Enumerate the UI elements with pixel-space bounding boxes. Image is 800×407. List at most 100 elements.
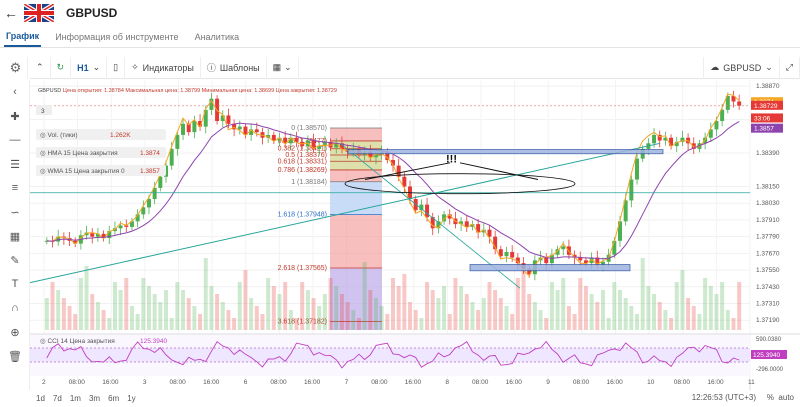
range-6m[interactable]: 6m xyxy=(108,394,120,403)
magnet-icon[interactable]: ∩ xyxy=(11,302,19,314)
candle-body xyxy=(561,246,566,250)
pattern-icon[interactable]: ∽ xyxy=(10,206,20,219)
layout-button[interactable]: ▦ ⌄ xyxy=(267,56,299,79)
range-3m[interactable]: 3m xyxy=(88,394,101,403)
volume-bar xyxy=(453,278,458,330)
arrow-left-icon[interactable]: ← xyxy=(4,5,18,21)
chart-type-button[interactable]: ▯ xyxy=(107,56,126,79)
volume-bar xyxy=(549,282,554,330)
time-tick: 7 xyxy=(345,379,349,386)
candle-body xyxy=(135,214,140,222)
trash-icon[interactable]: 🗑 xyxy=(8,350,22,363)
volume-bar xyxy=(135,314,140,330)
volume-bar xyxy=(408,302,413,330)
range-1y[interactable]: 1y xyxy=(127,394,136,403)
price-tag: 1.3857 xyxy=(754,126,774,133)
channel-icon[interactable]: ☰ xyxy=(10,158,20,171)
volume-bar xyxy=(425,282,430,330)
candle-body xyxy=(339,143,344,149)
candle-body xyxy=(391,160,395,166)
candle-body xyxy=(487,229,492,237)
volume-bar xyxy=(623,298,628,330)
candle-body xyxy=(226,115,231,124)
volume-bar xyxy=(186,298,191,330)
brush-icon[interactable]: ✎ xyxy=(10,254,20,267)
volume-bar xyxy=(391,278,395,330)
tab-chart[interactable]: График xyxy=(4,27,42,47)
fib-level-label: 1 (1.38184) xyxy=(291,179,327,186)
candle-body xyxy=(294,137,299,142)
volume-bar xyxy=(232,318,237,330)
candle-body xyxy=(84,232,89,236)
volume-bar xyxy=(152,294,157,330)
volume-bar xyxy=(555,290,560,330)
price-chart[interactable]: 1.388701.386301.383901.381501.380301.379… xyxy=(30,80,800,390)
volume-bar xyxy=(618,290,622,330)
time-tick: 08:00 xyxy=(472,379,489,386)
volume-bar xyxy=(311,298,316,330)
layout-icon: ▦ xyxy=(272,62,282,72)
indicators-button[interactable]: ✧ Индикаторы xyxy=(125,56,201,79)
percent-toggle[interactable]: % xyxy=(766,393,774,402)
volume-bar xyxy=(283,282,288,330)
range-7d[interactable]: 7d xyxy=(52,394,62,403)
candle-body xyxy=(425,204,430,218)
gear-icon[interactable]: ⚙ xyxy=(4,57,28,79)
candle-body xyxy=(322,141,327,147)
volume-bar xyxy=(419,318,424,330)
candle-body xyxy=(169,148,174,166)
volume-bar xyxy=(345,302,350,330)
count-badge: 3 xyxy=(41,108,45,115)
zoom-icon[interactable]: ⊕ xyxy=(10,326,20,339)
volume-bar xyxy=(317,306,322,330)
grid-icon[interactable]: ▦ xyxy=(9,230,21,243)
timeframe-select[interactable]: H1 ⌄ xyxy=(71,56,108,79)
collapse-button[interactable]: ⌃ xyxy=(30,56,51,79)
candle-body xyxy=(527,268,532,275)
tab-analytics[interactable]: Аналитика xyxy=(194,31,240,42)
range-1d[interactable]: 1d xyxy=(36,394,45,403)
horizontal-line-icon[interactable]: — xyxy=(9,134,21,146)
fibonacci-icon[interactable]: ≡ xyxy=(11,182,19,194)
fib-level-label: 0.5 (1.38376) xyxy=(285,152,327,159)
refresh-button[interactable]: ↻ xyxy=(51,56,72,79)
time-tick: 08:00 xyxy=(169,379,186,386)
annotation-text: !!! xyxy=(446,154,457,166)
price-tag-bg xyxy=(751,113,783,123)
time-tick: 8 xyxy=(445,379,449,386)
candle-body xyxy=(101,233,106,239)
price-tag-bg xyxy=(751,123,783,133)
support-zone xyxy=(469,264,631,272)
legend-value: 1.262K xyxy=(110,132,131,139)
templates-button[interactable]: ⓘ Шаблоны xyxy=(201,56,267,79)
candle-body xyxy=(652,134,657,144)
volume-bar xyxy=(260,314,265,330)
volume-bar xyxy=(476,310,481,330)
time-tick: 08:00 xyxy=(270,379,287,386)
time-tick: 16:00 xyxy=(102,379,119,386)
candle-body xyxy=(175,134,180,149)
candle-body xyxy=(618,221,622,241)
fullscreen-button[interactable]: ⤢ xyxy=(780,56,800,79)
volume-bar xyxy=(600,290,605,330)
candle-body xyxy=(549,254,554,264)
volume-bar xyxy=(385,314,390,330)
range-1m[interactable]: 1m xyxy=(69,394,81,403)
chevron-left-icon[interactable]: ‹ xyxy=(13,86,17,98)
crosshair-icon[interactable]: ✚ xyxy=(10,110,20,123)
symbol-select[interactable]: ☁ GBPUSD ⌄ xyxy=(703,56,780,79)
cci-axis-top: 590.0380 xyxy=(756,337,782,343)
volume-bar xyxy=(652,294,657,330)
volume-bar xyxy=(50,282,55,330)
auto-toggle[interactable]: auto xyxy=(778,393,794,402)
ohlc-part: 1.38784 xyxy=(104,88,124,94)
uk-flag-icon xyxy=(24,4,54,22)
volume-bar xyxy=(243,270,248,330)
text-icon[interactable]: T xyxy=(11,278,19,290)
symbol-select-label: GBPUSD xyxy=(723,62,762,73)
volume-bar xyxy=(271,286,276,330)
tab-instrument-info[interactable]: Информация об инструменте xyxy=(55,31,179,42)
fib-level-label: 0.618 (1.38331) xyxy=(278,158,327,165)
volume-bar xyxy=(379,306,384,330)
volume-bar xyxy=(294,318,299,330)
